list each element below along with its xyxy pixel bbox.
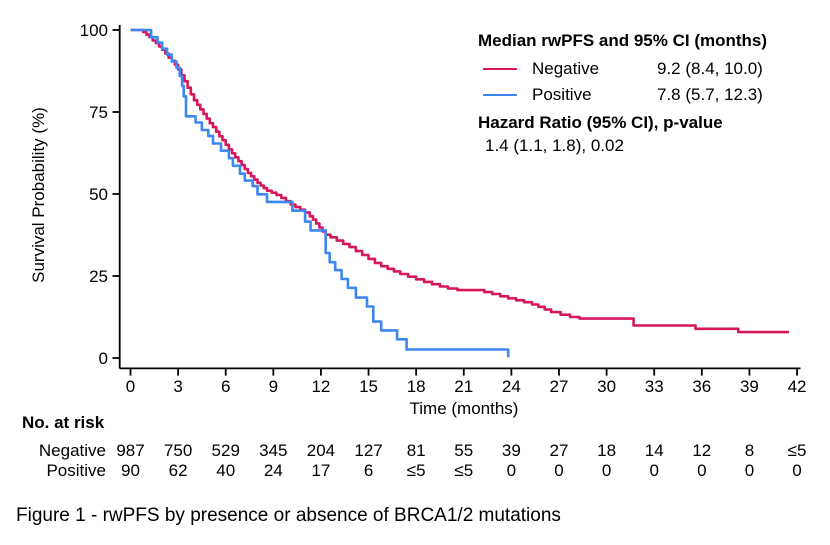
risk-count: 204 (306, 441, 336, 460)
risk-count: 14 (644, 441, 664, 460)
legend-entry-label: Negative (532, 59, 600, 78)
legend-entry-positive: Positive 7.8 (5.7, 12.3) (478, 82, 767, 108)
risk-row-label: Positive (46, 461, 106, 480)
x-axis-tick-label: 27 (550, 377, 569, 396)
x-axis-tick-label: 0 (126, 377, 135, 396)
risk-count: 0 (792, 461, 802, 480)
risk-row-negative: Negative 987 750 529 345 204 127 81 55 39 27 18 14 1… (0, 441, 830, 460)
figure-caption: Figure 1 - rwPFS by presence or absence … (16, 505, 561, 526)
risk-count: 0 (601, 461, 612, 480)
x-axis-tick-label: 39 (740, 377, 759, 396)
risk-count: 62 (168, 461, 188, 480)
y-axis-tick-label: 75 (89, 103, 108, 122)
x-axis-tick-label: 18 (407, 377, 426, 396)
x-axis-tick-label: 21 (454, 377, 473, 396)
risk-count: 90 (121, 461, 140, 480)
risk-count: 81 (406, 441, 426, 460)
y-axis-tick-label: 50 (89, 185, 108, 204)
hazard-ratio-value: 1.4 (1.1, 1.8), 0.02 (485, 136, 624, 155)
legend-entry-label: Positive (532, 85, 592, 104)
risk-table-title: No. at risk (22, 413, 105, 432)
risk-count: ≤5 (454, 461, 474, 480)
x-axis-tick-label: 30 (597, 377, 616, 396)
x-axis-tick-label: 3 (173, 377, 182, 396)
y-axis-tick-label: 100 (80, 21, 108, 40)
x-axis-tick-label: 24 (502, 377, 521, 396)
x-axis-title: Time (months) (409, 399, 519, 418)
risk-count: 24 (263, 461, 283, 480)
risk-count: 55 (454, 441, 474, 460)
risk-count: 27 (549, 441, 569, 460)
legend-title: Median rwPFS and 95% CI (months) (478, 31, 768, 50)
risk-count: 40 (216, 461, 236, 480)
y-axis-tick-label: 25 (89, 267, 108, 286)
risk-count: 39 (501, 441, 521, 460)
risk-row-label: Negative (38, 441, 106, 460)
legend-entry-negative: Negative 9.2 (8.4, 10.0) (478, 56, 767, 82)
risk-count: 529 (211, 441, 240, 460)
x-axis-tick-label: 36 (692, 377, 711, 396)
x-axis-tick-label: 12 (311, 377, 330, 396)
x-axis-tick-label: 15 (359, 377, 378, 396)
negative-line-swatch (483, 68, 517, 70)
risk-count: ≤5 (406, 461, 426, 480)
x-axis-tick-label: 6 (221, 377, 230, 396)
risk-row-positive: Positive 90 62 40 24 17 6 ≤5 ≤5 0 0 0 0 0 0 0 (0, 461, 830, 480)
x-axis-tick-label: 33 (645, 377, 664, 396)
legend-entry-value: 9.2 (8.4, 10.0) (657, 59, 763, 78)
risk-count: 12 (692, 441, 712, 460)
risk-count: 987 (116, 441, 145, 460)
legend: Median rwPFS and 95% CI (months) Negativ… (478, 30, 767, 156)
risk-count: 0 (744, 461, 755, 480)
risk-count: 8 (744, 441, 755, 460)
risk-count: 6 (363, 461, 374, 480)
positive-line-swatch (483, 94, 517, 96)
risk-count: ≤5 (787, 441, 807, 460)
x-axis-tick-label: 42 (788, 377, 807, 396)
y-axis-title: Survival Probability (%) (29, 107, 48, 283)
km-curve-positive (130, 28, 510, 358)
risk-count: 0 (697, 461, 707, 480)
risk-count: 0 (506, 461, 517, 480)
risk-count: 18 (597, 441, 617, 460)
risk-count: 0 (554, 461, 564, 480)
axis-spine (118, 25, 801, 370)
x-axis-tick-label: 9 (269, 377, 278, 396)
risk-count: 17 (311, 461, 331, 480)
hazard-ratio-title: Hazard Ratio (95% CI), p-value (478, 113, 723, 132)
y-axis-tick-label: 0 (99, 349, 108, 368)
risk-count: 127 (354, 441, 383, 460)
risk-count: 0 (649, 461, 659, 480)
risk-count: 345 (259, 441, 288, 460)
legend-entry-value: 7.8 (5.7, 12.3) (657, 85, 763, 104)
risk-count: 750 (163, 441, 193, 460)
